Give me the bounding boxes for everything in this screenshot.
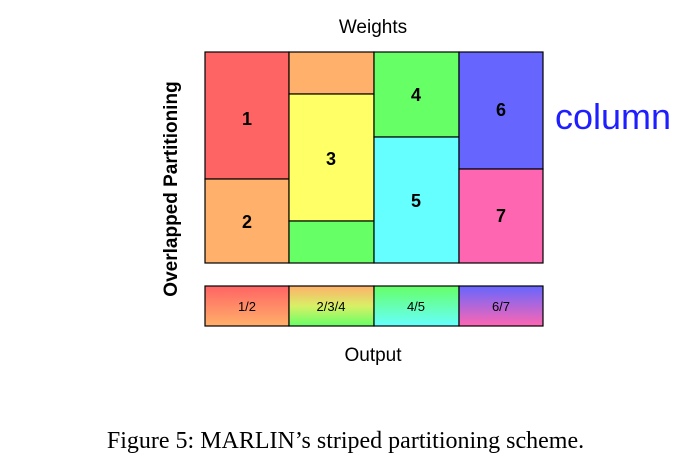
output-cell-1 [204,285,290,327]
output-label-3: 4/5 [407,299,425,314]
block-label-4: 4 [411,85,421,105]
block-4 [373,51,460,138]
weights-label: Weights [339,17,407,38]
overlapped-partitioning-label: Overlapped Partitioning [161,81,182,296]
output-strip [204,285,544,327]
block-3-top-overlap [288,51,375,95]
output-cell-3 [373,285,460,327]
block-7 [458,168,544,264]
output-label: Output [344,345,402,366]
output-label-2: 2/3/4 [317,299,346,314]
output-cell-2 [288,285,375,327]
block-label-5: 5 [411,191,421,211]
block-3-bottom-overlap [288,220,375,264]
output-label-4: 6/7 [492,299,510,314]
block-2 [204,178,290,264]
block-6 [458,51,544,170]
block-label-2: 2 [242,212,252,232]
block-label-1: 1 [242,109,252,129]
weight-matrix [204,51,544,264]
output-label-1: 1/2 [238,299,256,314]
output-cell-4 [458,285,544,327]
figure-caption: Figure 5: MARLIN’s striped partitioning … [106,428,585,454]
column-label: column [555,96,671,137]
block-label-3: 3 [326,149,336,169]
block-label-7: 7 [496,206,506,226]
block-3 [288,93,375,222]
block-5 [373,136,460,264]
block-1 [204,51,290,180]
block-label-6: 6 [496,100,506,120]
